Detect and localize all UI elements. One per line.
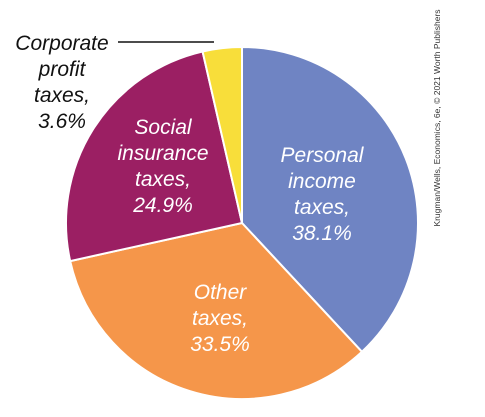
label-corporate-profit-taxes: Corporate profit taxes, 3.6% — [15, 32, 108, 133]
credit-text: Krugman/Wells, Economics, 6e, © 2021 Wor… — [432, 9, 442, 226]
label-other-taxes: Other taxes, 33.5% — [190, 281, 250, 356]
